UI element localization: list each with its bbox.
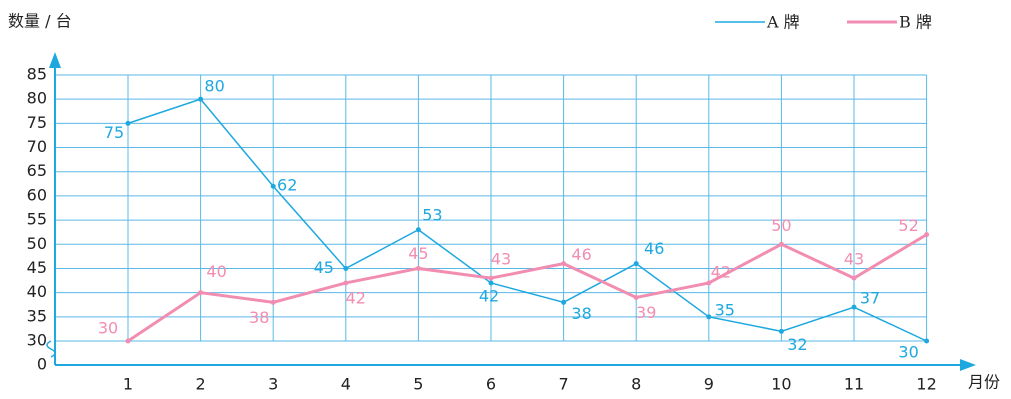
x-axis-label: 月份: [968, 373, 1000, 392]
point: [924, 232, 930, 238]
data-label: 40: [206, 262, 226, 281]
x-arrow: [960, 359, 976, 371]
legend-label: B 牌: [899, 13, 932, 32]
x-tick-label: 3: [268, 375, 278, 394]
x-tick-label: 2: [196, 375, 206, 394]
point: [778, 241, 784, 247]
point: [415, 227, 421, 233]
data-label: 43: [844, 250, 864, 269]
data-label: 32: [787, 335, 807, 354]
point: [270, 299, 276, 305]
point: [125, 120, 131, 126]
x-tick-label: 6: [486, 375, 496, 394]
x-tick-label: 10: [771, 375, 791, 394]
point: [778, 328, 784, 334]
point: [488, 275, 494, 281]
point: [633, 294, 639, 300]
legend-label: A 牌: [766, 13, 800, 32]
y-tick-label: 30: [27, 331, 47, 350]
point: [270, 183, 276, 189]
point: [125, 338, 131, 344]
y-tick-label: 45: [27, 258, 47, 277]
y-axis-label: 数量 / 台: [8, 12, 72, 31]
point: [924, 338, 930, 344]
x-tick-label: 9: [704, 375, 714, 394]
data-label: 45: [314, 258, 334, 277]
point: [561, 299, 567, 305]
series-line: [127, 98, 927, 342]
point: [851, 304, 857, 310]
data-label: 52: [898, 216, 918, 235]
axis-break: [46, 340, 56, 358]
data-label: 45: [408, 244, 428, 263]
y-tick-label: 35: [27, 306, 47, 325]
data-label: 53: [422, 205, 442, 224]
x-tick-label: 4: [341, 375, 351, 394]
y-tick-label: 50: [27, 234, 47, 253]
data-label: 30: [98, 319, 118, 338]
x-tick-label: 1: [123, 375, 133, 394]
point: [343, 280, 349, 286]
point: [633, 261, 639, 267]
data-label: 37: [860, 289, 880, 308]
data-label: 30: [898, 343, 918, 362]
data-label: 46: [644, 239, 664, 258]
data-label: 42: [479, 286, 499, 305]
point: [851, 275, 857, 281]
y-tick-label: 65: [27, 161, 47, 180]
x-tick-label: 5: [413, 375, 423, 394]
y-tick-label: 85: [27, 65, 47, 84]
y-tick-label: 40: [27, 282, 47, 301]
data-label: 80: [204, 77, 224, 96]
data-label: 43: [491, 250, 511, 269]
data-label: 75: [104, 123, 124, 142]
point: [706, 314, 712, 320]
y-arrow: [49, 52, 61, 68]
point: [415, 265, 421, 271]
point: [561, 261, 567, 267]
x-tick-label: 11: [844, 375, 864, 394]
x-tick-label: 8: [631, 375, 641, 394]
point: [198, 290, 204, 296]
point: [198, 96, 204, 102]
y-tick-label: 70: [27, 137, 47, 156]
y-tick-label: 60: [27, 185, 47, 204]
y-tick-label: 0: [37, 355, 47, 374]
data-label: 39: [636, 303, 656, 322]
x-tick-label: 7: [559, 375, 569, 394]
y-tick-label: 80: [27, 89, 47, 108]
point: [706, 280, 712, 286]
x-tick-label: 12: [916, 375, 936, 394]
data-label: 38: [571, 304, 591, 323]
data-label: 62: [277, 176, 297, 195]
point: [488, 280, 494, 286]
series-line: [127, 233, 928, 343]
data-label: 42: [711, 262, 731, 281]
data-label: 50: [771, 216, 791, 235]
y-tick-label: 55: [27, 210, 47, 229]
data-label: 38: [249, 308, 269, 327]
y-tick-label: 75: [27, 113, 47, 132]
data-label: 42: [346, 288, 366, 307]
point: [343, 265, 349, 271]
data-label: 46: [571, 245, 591, 264]
data-label: 35: [715, 300, 735, 319]
